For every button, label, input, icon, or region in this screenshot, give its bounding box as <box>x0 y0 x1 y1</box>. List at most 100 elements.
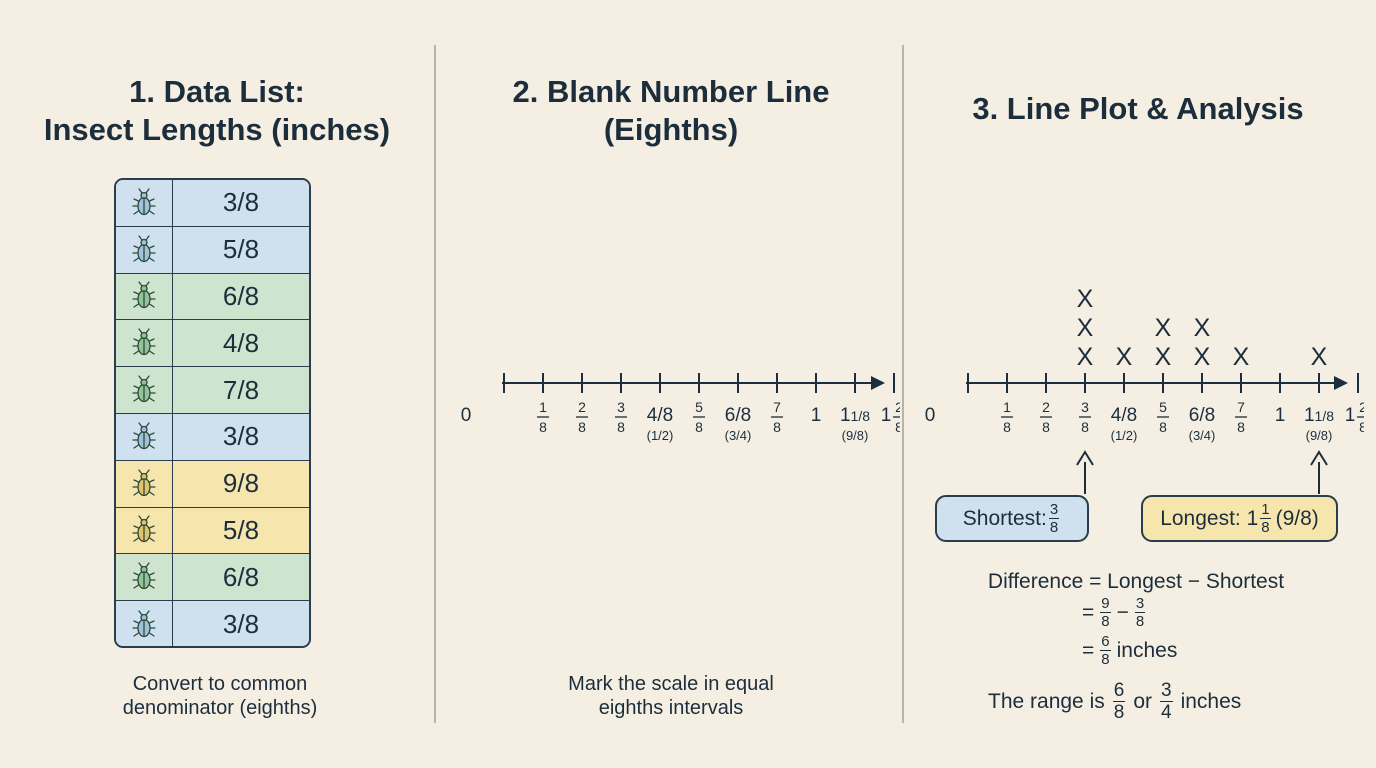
panel1-caption-line2: denominator (eighths) <box>122 697 318 719</box>
panel2-caption: Mark the scale in equal eighths interval… <box>486 672 856 720</box>
longest-den: 8 <box>1261 519 1270 536</box>
beetle-icon <box>116 180 173 226</box>
tick-label: 6/8 <box>725 405 751 426</box>
panel1-title-line1: 1. Data List: <box>129 74 305 109</box>
range-fraction-b: 3 4 <box>1160 681 1173 722</box>
table-row: 5/8 <box>116 226 309 274</box>
plot-x-mark: X <box>1077 343 1094 371</box>
table-row: 5/8 <box>116 507 309 555</box>
panel1-title: 1. Data List: Insect Lengths (inches) <box>10 73 424 149</box>
plot-x-mark: X <box>1077 314 1094 342</box>
plot-x-mark: X <box>1233 343 1250 371</box>
tick-label: 4/8 <box>647 405 673 426</box>
panel2-title-line2: (Eighths) <box>603 112 739 147</box>
difference-line: Difference = Longest − Shortest <box>987 570 1285 593</box>
beetle-icon <box>116 226 173 273</box>
beetle-icon <box>116 367 173 413</box>
tick-label-whole: 1 <box>881 405 892 426</box>
beetle-icon <box>116 601 173 646</box>
tick-label-den: 8 <box>1237 419 1245 435</box>
plot-x-mark: X <box>1311 343 1328 371</box>
eq1-a-den: 8 <box>1101 613 1110 630</box>
eq1-b-num: 3 <box>1134 595 1146 613</box>
shortest-den: 8 <box>1049 519 1059 536</box>
insect-length-value: 7/8 <box>222 374 260 405</box>
tick-label: 11/8 <box>840 405 870 426</box>
plot-x-mark: X <box>1116 343 1133 371</box>
eq2-prefix: = <box>1082 638 1095 662</box>
tick-label: 4/8 <box>1111 405 1137 426</box>
insect-length-value: 5/8 <box>222 514 260 545</box>
tick-label-num: 3 <box>617 399 625 415</box>
tick-label-num: 2 <box>1359 399 1364 415</box>
range-line: The range is 6 8 or 3 4 inches <box>988 681 1241 722</box>
eq2-fraction: 6 8 <box>1100 634 1111 668</box>
table-row: 7/8 <box>116 367 309 414</box>
table-row: 4/8 <box>116 320 309 368</box>
tick-label-den: 8 <box>773 419 781 435</box>
eq2-suffix: inches <box>1116 638 1178 662</box>
eq1-b-den: 8 <box>1135 613 1145 630</box>
insect-length-value: 9/8 <box>222 468 260 499</box>
tick-label-den: 8 <box>578 419 586 435</box>
tick-label-den: 8 <box>1359 419 1364 435</box>
range-a-den: 8 <box>1113 702 1125 723</box>
tick-label-num: 7 <box>773 399 781 415</box>
tick-label-whole: 1 <box>1345 405 1356 426</box>
plot-x-mark: X <box>1155 343 1172 371</box>
tick-sublabel: (3/4) <box>1189 428 1216 443</box>
tick-sublabel: (9/8) <box>1306 428 1333 443</box>
beetle-icon <box>116 460 173 507</box>
table-row: 6/8 <box>116 554 309 602</box>
plot-x-mark: X <box>1194 343 1211 371</box>
shortest-fraction: 3 8 <box>1048 501 1060 536</box>
plot-x-mark: X <box>1155 314 1172 342</box>
beetle-icon <box>116 507 173 554</box>
beetle-icon <box>116 273 173 320</box>
tick-label-den: 8 <box>1159 419 1167 435</box>
longest-label: Longest: 1 <box>1160 506 1259 530</box>
insect-length-value: 3/8 <box>222 421 260 452</box>
panel1-caption-line1: Convert to common <box>132 673 308 695</box>
tick-sublabel: (1/2) <box>647 428 674 443</box>
eq2-den: 8 <box>1101 651 1110 668</box>
beetle-icon <box>116 320 173 367</box>
panel1-title-line2: Insect Lengths (inches) <box>43 112 391 147</box>
plot-x-mark: X <box>1194 314 1211 342</box>
longest-fraction: 1 8 <box>1260 502 1271 536</box>
arrowhead <box>1076 450 1094 466</box>
table-row: 3/8 <box>116 413 309 461</box>
range-b-num: 3 <box>1160 680 1173 702</box>
tick-label-den: 8 <box>1081 419 1089 435</box>
insect-length-value: 6/8 <box>222 561 260 592</box>
insect-length-value: 3/8 <box>222 609 260 640</box>
tick-label-num: 2 <box>895 399 900 415</box>
insect-length-value: 6/8 <box>222 280 260 311</box>
tick-label: 6/8 <box>1189 405 1215 426</box>
tick-sublabel: (3/4) <box>725 428 752 443</box>
eq1-operator: − <box>1116 600 1129 624</box>
tick-label: 0 <box>925 405 936 426</box>
tick-label-num: 7 <box>1237 399 1245 415</box>
panel2-caption-line2: eighths intervals <box>598 697 744 719</box>
range-b-den: 4 <box>1161 702 1172 723</box>
difference-step2: = 6 8 inches <box>1082 634 1177 667</box>
tick-label-num: 2 <box>578 399 586 415</box>
insect-lengths-table: 3/8 5/8 6/8 4/8 7/8 3/8 9/8 5/8 6/8 3/8 <box>114 178 311 648</box>
tick-label: 1 <box>1275 405 1286 426</box>
panel2-title: 2. Blank Number Line (Eighths) <box>446 73 896 149</box>
tick-sublabel: (9/8) <box>842 428 869 443</box>
tick-label: 1 <box>811 405 822 426</box>
shortest-num: 3 <box>1048 501 1060 519</box>
range-a-num: 6 <box>1112 680 1126 702</box>
panel-divider-2 <box>902 45 904 723</box>
range-suffix: inches <box>1180 689 1242 713</box>
range-fraction-a: 6 8 <box>1112 680 1126 723</box>
tick-label-num: 5 <box>695 399 703 415</box>
number-line-arrowhead <box>1334 376 1348 390</box>
panel2-title-line1: 2. Blank Number Line <box>512 74 830 109</box>
eq1-prefix: = <box>1082 600 1095 624</box>
shortest-label: Shortest: <box>962 506 1047 530</box>
difference-step1: = 9 8 − 3 8 <box>1082 596 1147 629</box>
